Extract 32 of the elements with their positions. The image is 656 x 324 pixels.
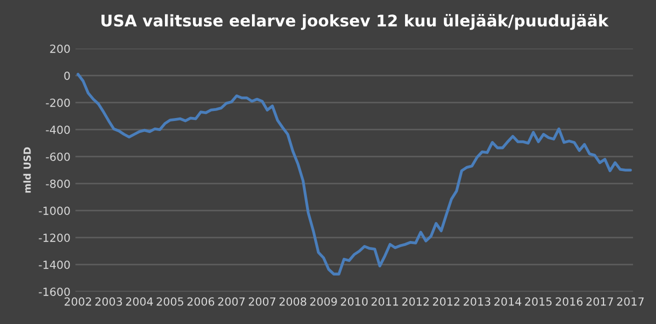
- x-tick-label: 2017: [617, 297, 644, 306]
- y-tick-label: -1000: [38, 206, 70, 215]
- x-tick-label: 2009: [310, 297, 337, 306]
- x-tick-label: 2016: [556, 297, 583, 306]
- y-tick-label: 200: [50, 44, 70, 53]
- y-tick-label: -400: [46, 126, 70, 134]
- x-tick-label: 2010: [340, 297, 368, 306]
- x-tick-label: 2014: [494, 297, 522, 306]
- y-tick-label: -1200: [38, 234, 70, 242]
- y-tick-label: -800: [46, 180, 70, 188]
- x-tick-label: 2008: [280, 297, 306, 306]
- x-tick-label: 2012: [402, 297, 429, 306]
- x-tick-label: 2015: [525, 297, 552, 306]
- x-tick-label: 2004: [126, 297, 153, 306]
- x-tick-label: 2013: [464, 297, 490, 306]
- x-tick-label: 2005: [156, 297, 184, 306]
- y-tick-label: -600: [46, 152, 70, 161]
- y-axis-title: mld USD: [23, 147, 31, 193]
- x-tick-label: 2006: [187, 297, 214, 306]
- line-series: [76, 72, 632, 276]
- y-tick-label: 0: [64, 72, 70, 80]
- x-tick-label: 2012: [432, 297, 460, 306]
- y-tick-label: -1400: [38, 260, 70, 269]
- x-tick-label: 2002: [64, 297, 92, 306]
- x-tick-label: 2003: [95, 297, 122, 306]
- y-tick-label: -200: [46, 98, 70, 107]
- x-tick-label: 2007: [218, 297, 245, 306]
- x-tick-label: 2017: [586, 297, 613, 306]
- x-tick-label: 2011: [372, 297, 398, 306]
- y-tick-label: -1600: [38, 288, 70, 296]
- chart-title: USA valitsuse eelarve jooksev 12 kuu ülejääk/puudujääk: [102, 14, 609, 30]
- x-tick-label: 2007: [248, 297, 276, 306]
